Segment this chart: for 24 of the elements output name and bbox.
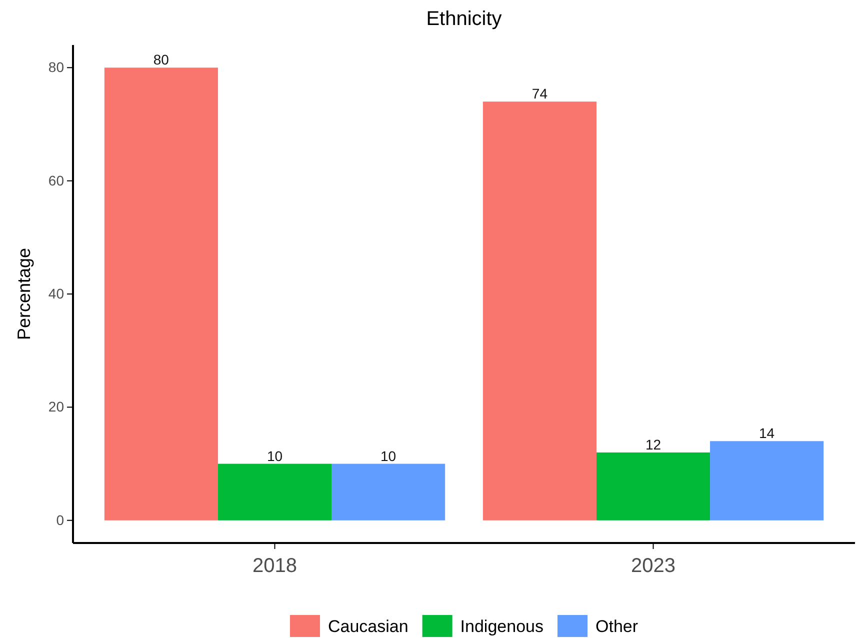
bar bbox=[332, 464, 446, 520]
bar bbox=[482, 102, 596, 520]
bar bbox=[104, 68, 218, 520]
data-label: 10 bbox=[266, 448, 283, 464]
x-tick-label: 2018 bbox=[252, 555, 297, 577]
x-tick-label: 2023 bbox=[631, 555, 676, 577]
y-tick-label: 60 bbox=[48, 172, 64, 188]
legend-label: Indigenous bbox=[460, 617, 544, 636]
legend-label: Caucasian bbox=[328, 617, 408, 636]
chart-title: Ethnicity bbox=[426, 8, 502, 30]
bar bbox=[218, 464, 332, 520]
data-label: 74 bbox=[532, 86, 548, 102]
data-label: 80 bbox=[153, 52, 170, 68]
y-tick-label: 0 bbox=[56, 512, 64, 528]
data-label: 12 bbox=[645, 436, 662, 452]
y-tick-label: 80 bbox=[48, 59, 64, 76]
bar bbox=[596, 452, 710, 520]
data-label: 14 bbox=[759, 425, 775, 442]
data-label: 10 bbox=[380, 448, 396, 464]
y-tick-label: 40 bbox=[48, 285, 64, 302]
y-axis-title: Percentage bbox=[14, 248, 34, 340]
legend-label: Other bbox=[595, 617, 638, 636]
bar bbox=[710, 441, 824, 520]
y-tick-label: 20 bbox=[48, 398, 64, 415]
